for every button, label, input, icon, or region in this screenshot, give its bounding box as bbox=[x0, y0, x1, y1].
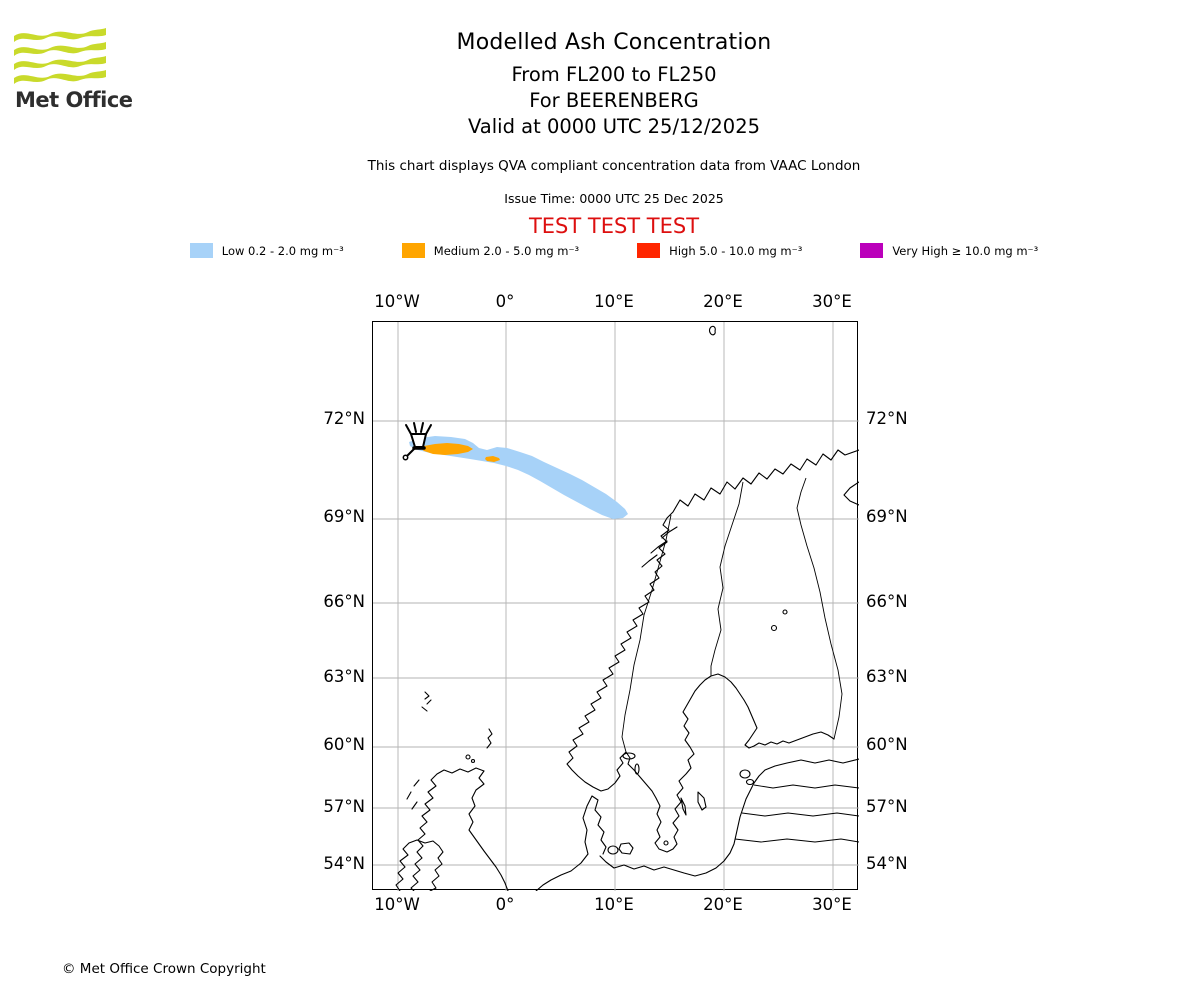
lat-label-left-54n: 54°N bbox=[323, 854, 365, 873]
valid-time-subtitle: Valid at 0000 UTC 25/12/2025 bbox=[467, 115, 761, 138]
met-office-logo-waves bbox=[14, 28, 106, 84]
coastline-scandinavia bbox=[566, 449, 860, 853]
coastline-orkney bbox=[465, 754, 471, 760]
border-lithuania-south bbox=[734, 838, 860, 843]
coastline-funen bbox=[607, 845, 619, 855]
coastline-hebrides bbox=[406, 779, 420, 810]
coastline-white-sea bbox=[843, 481, 860, 506]
legend-item-low: Low 0.2 - 2.0 mg m⁻³ bbox=[189, 243, 344, 258]
coastline-orkney-2 bbox=[470, 758, 476, 764]
lon-label-top-10e: 10°E bbox=[594, 292, 634, 311]
legend-label-high: High 5.0 - 10.0 mg m⁻³ bbox=[669, 243, 803, 258]
met-office-logo bbox=[14, 26, 106, 90]
coastline-denmark bbox=[582, 795, 607, 855]
lat-label-left-60n: 60°N bbox=[323, 735, 365, 754]
graticule-grid bbox=[373, 322, 859, 891]
coastline-lofoten-islands bbox=[641, 526, 678, 568]
border-sweden-finland bbox=[710, 481, 744, 676]
lat-label-left-72n: 72°N bbox=[323, 409, 365, 428]
lat-label-right-54n: 54°N bbox=[866, 854, 908, 873]
coastline-baltic-south bbox=[599, 758, 860, 877]
test-banner: TEST TEST TEST bbox=[528, 214, 700, 238]
legend-swatch-low bbox=[189, 243, 213, 258]
lon-label-top-30e: 30°E bbox=[812, 292, 852, 311]
lake-vanern bbox=[622, 752, 636, 760]
legend-swatch-medium bbox=[401, 243, 425, 258]
lat-label-right-72n: 72°N bbox=[866, 409, 908, 428]
lake-finland-1 bbox=[770, 624, 778, 632]
lat-label-right-69n: 69°N bbox=[866, 507, 908, 526]
volcano-marker bbox=[402, 422, 432, 461]
legend-swatch-high bbox=[637, 243, 661, 258]
page-title: Modelled Ash Concentration bbox=[456, 30, 772, 55]
coastline-gotland bbox=[697, 791, 707, 811]
coastline-oland bbox=[680, 797, 687, 816]
border-latvia-lithuania bbox=[741, 812, 860, 817]
qva-description: This chart displays QVA compliant concen… bbox=[367, 158, 861, 174]
lon-label-bottom-0: 0° bbox=[495, 895, 515, 914]
legend-label-very-high: Very High ≥ 10.0 mg m⁻³ bbox=[892, 243, 1039, 258]
ash-plume-low bbox=[409, 436, 628, 519]
lon-label-bottom-20e: 20°E bbox=[703, 895, 743, 914]
lat-label-right-66n: 66°N bbox=[866, 592, 908, 611]
lake-finland-2 bbox=[782, 609, 788, 615]
coastline-faroes bbox=[421, 691, 432, 712]
map-canvas bbox=[373, 322, 860, 892]
coastline-hiiumaa bbox=[745, 778, 755, 786]
coastline-shetland bbox=[486, 728, 493, 749]
ash-plume-medium bbox=[420, 443, 500, 462]
legend-item-high: High 5.0 - 10.0 mg m⁻³ bbox=[637, 243, 802, 258]
legend-label-low: Low 0.2 - 2.0 mg m⁻³ bbox=[221, 243, 344, 258]
lat-label-right-57n: 57°N bbox=[866, 797, 908, 816]
met-office-logo-wordmark: Met Office bbox=[15, 88, 133, 112]
lat-label-left-69n: 69°N bbox=[323, 507, 365, 526]
coastline-bear-island bbox=[708, 325, 716, 336]
lake-vattern bbox=[634, 763, 640, 775]
issue-time: Issue Time: 0000 UTC 25 Dec 2025 bbox=[504, 191, 724, 206]
lat-label-left-63n: 63°N bbox=[323, 667, 365, 686]
legend-item-medium: Medium 2.0 - 5.0 mg m⁻³ bbox=[401, 243, 580, 258]
flight-level-subtitle: From FL200 to FL250 bbox=[511, 63, 717, 86]
legend-item-very-high: Very High ≥ 10.0 mg m⁻³ bbox=[860, 243, 1038, 258]
coastline-saaremaa bbox=[739, 769, 751, 779]
crown-copyright: © Met Office Crown Copyright bbox=[62, 961, 266, 977]
border-norway-sweden bbox=[621, 514, 672, 753]
lon-label-bottom-10e: 10°E bbox=[594, 895, 634, 914]
lon-label-bottom-10w: 10°W bbox=[374, 895, 420, 914]
coastline-ireland bbox=[395, 839, 444, 892]
lon-label-top-20e: 20°E bbox=[703, 292, 743, 311]
lat-label-left-66n: 66°N bbox=[323, 592, 365, 611]
lon-label-top-10w: 10°W bbox=[374, 292, 420, 311]
coastline-zealand bbox=[618, 842, 634, 855]
volcano-subtitle: For BEERENBERG bbox=[529, 89, 699, 112]
lon-label-top-0: 0° bbox=[495, 292, 515, 311]
lat-label-right-60n: 60°N bbox=[866, 735, 908, 754]
coastline-bornholm bbox=[663, 840, 669, 846]
map-panel bbox=[372, 321, 860, 892]
lat-label-right-63n: 63°N bbox=[866, 667, 908, 686]
lat-label-left-57n: 57°N bbox=[323, 797, 365, 816]
coastline-uk bbox=[410, 767, 509, 892]
legend-label-medium: Medium 2.0 - 5.0 mg m⁻³ bbox=[433, 243, 580, 258]
legend-swatch-very-high bbox=[860, 243, 884, 258]
border-estonia-latvia bbox=[753, 784, 860, 789]
border-finland-russia bbox=[796, 477, 843, 740]
coastline-germany bbox=[535, 853, 589, 892]
lon-label-bottom-30e: 30°E bbox=[812, 895, 852, 914]
concentration-legend: Low 0.2 - 2.0 mg m⁻³ Medium 2.0 - 5.0 mg… bbox=[14, 243, 1200, 258]
